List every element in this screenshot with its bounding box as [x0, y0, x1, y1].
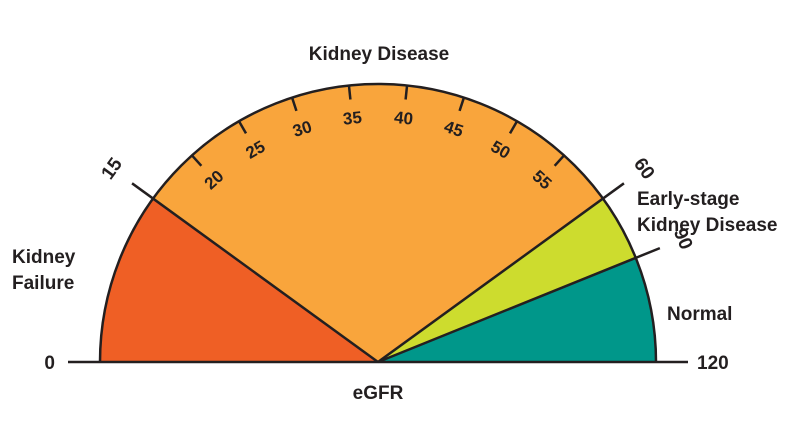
- tick-label-45: 45: [442, 117, 466, 141]
- segment-label-line: Early-stage: [637, 189, 739, 210]
- boundary-label-15: 15: [98, 154, 128, 184]
- tick-mark-50: [508, 120, 519, 134]
- tick-mark-45: [458, 97, 466, 112]
- segment-kidney-disease: [153, 83, 603, 362]
- segment-kidney-failure: [100, 198, 378, 362]
- tick-mark-30: [290, 97, 298, 112]
- gauge-arc-outline: [98, 82, 658, 363]
- segment-label-line: Kidney Disease: [637, 215, 777, 236]
- tick-mark-20: [191, 154, 203, 167]
- segment-normal: [378, 257, 656, 362]
- segment-label-kidney-disease: Kidney Disease: [309, 44, 449, 65]
- min-label: 0: [44, 353, 55, 374]
- segment-label-normal: Normal: [667, 304, 732, 325]
- segment-label-kidney-failure: Kidney Failure: [12, 247, 81, 294]
- tick-label-40: 40: [393, 108, 414, 129]
- tick-label-30: 30: [290, 117, 314, 141]
- max-label: 120: [697, 353, 729, 374]
- segment-label-line: Failure: [12, 273, 74, 294]
- tick-mark-35: [347, 85, 352, 100]
- gauge-segments: [98, 82, 658, 363]
- boundary-line-60: [377, 182, 625, 364]
- segment-label-early-stage: Early-stage Kidney Disease: [637, 189, 777, 236]
- tick-mark-25: [237, 120, 248, 134]
- boundary-line-90: [377, 246, 661, 364]
- tick-mark-40: [404, 85, 409, 100]
- tick-label-35: 35: [342, 108, 363, 129]
- boundary-label-60: 60: [629, 154, 658, 183]
- x-axis-label: eGFR: [353, 383, 404, 404]
- tick-mark-55: [553, 154, 565, 167]
- segment-label-line: Kidney: [12, 247, 76, 268]
- boundary-line-15: [131, 182, 379, 364]
- segment-early-stage-kidney-disease: [378, 198, 636, 362]
